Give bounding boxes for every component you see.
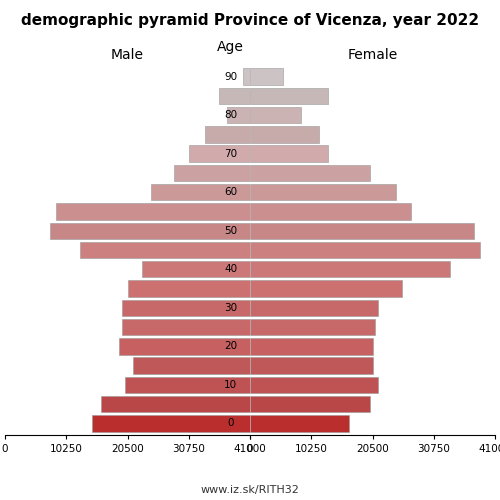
Bar (134, 358, 250, 374)
Bar (250, 319, 376, 336)
Bar (250, 396, 370, 412)
Text: 60: 60 (224, 187, 237, 197)
Text: 90: 90 (224, 72, 237, 82)
Bar (250, 88, 328, 104)
Bar (174, 164, 250, 181)
Text: www.iz.sk/RITH32: www.iz.sk/RITH32 (200, 485, 300, 495)
Text: demographic pyramid Province of Vicenza, year 2022: demographic pyramid Province of Vicenza,… (21, 12, 479, 28)
Text: Age: Age (217, 40, 244, 54)
Title: Female: Female (348, 48, 398, 62)
Bar (250, 107, 301, 124)
Bar (219, 88, 250, 104)
Bar (250, 338, 372, 354)
Bar (250, 146, 328, 162)
Bar (250, 300, 378, 316)
Bar (250, 376, 378, 393)
Bar (250, 280, 402, 296)
Bar (228, 107, 250, 124)
Title: Male: Male (111, 48, 144, 62)
Text: 50: 50 (224, 226, 237, 235)
Text: 80: 80 (224, 110, 237, 120)
Bar (250, 242, 480, 258)
Bar (250, 261, 450, 278)
Bar (250, 184, 396, 200)
Bar (122, 300, 250, 316)
Bar (152, 184, 250, 200)
Bar (250, 204, 412, 220)
Bar (250, 126, 318, 142)
Bar (189, 146, 250, 162)
Bar (56, 204, 250, 220)
Bar (250, 68, 283, 85)
Bar (122, 319, 250, 336)
Bar (250, 222, 474, 239)
Bar (80, 242, 250, 258)
Text: 0: 0 (228, 418, 234, 428)
Text: 20: 20 (224, 342, 237, 351)
Bar (100, 396, 250, 412)
Bar (243, 68, 250, 85)
Bar (92, 415, 250, 432)
Bar (142, 261, 250, 278)
Text: 30: 30 (224, 303, 237, 313)
Bar (250, 415, 348, 432)
Bar (250, 164, 370, 181)
Bar (250, 358, 372, 374)
Bar (124, 376, 250, 393)
Bar (118, 338, 250, 354)
Text: 10: 10 (224, 380, 237, 390)
Bar (50, 222, 250, 239)
Bar (205, 126, 250, 142)
Bar (128, 280, 250, 296)
Text: 70: 70 (224, 148, 237, 158)
Text: 40: 40 (224, 264, 237, 274)
